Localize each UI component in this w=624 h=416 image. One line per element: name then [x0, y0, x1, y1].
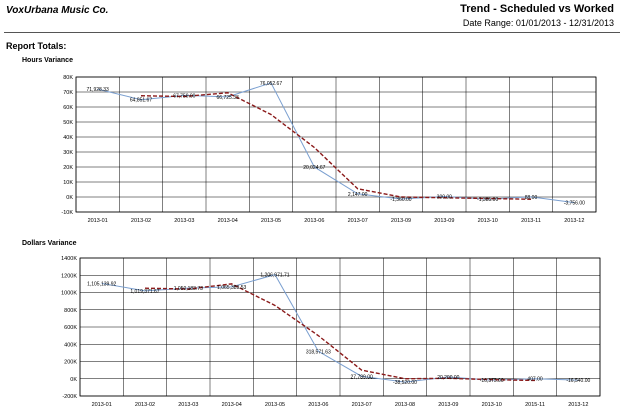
dollars-x-tick-label: 2013-04	[222, 402, 242, 408]
hours-data-label: 71,928.33	[87, 87, 109, 93]
hours-data-label: 2,147.00	[348, 192, 368, 198]
hours-variance-chart: -10K 0K 10K 20K 30K 40K 50K 60K 70K 80K 2013-01 201…	[61, 75, 597, 224]
dollars-x-tick-label: 2015-11	[525, 402, 545, 408]
hours-y-tick-label: 30K	[63, 150, 73, 156]
dollars-x-tick-label: 2013-03	[178, 402, 198, 408]
dollars-y-tick-label: 0K	[70, 377, 77, 383]
hours-trend-line	[140, 92, 532, 200]
hours-data-label: 64,851.67	[130, 98, 152, 104]
hours-data-label: -1,360.00	[390, 197, 411, 203]
dollars-data-label: -16,375.00	[480, 378, 504, 384]
dollars-y-tick-label: 1000K	[61, 291, 77, 297]
hours-y-tick-label: 60K	[63, 105, 73, 111]
dollars-data-label: -38,520.00	[393, 380, 417, 386]
hours-data-label: 66,725.33	[217, 95, 239, 101]
dollars-data-label: 1,105,139.92	[87, 281, 116, 287]
dollars-y-tick-label: 600K	[64, 325, 77, 331]
report-title: Trend - Scheduled vs Worked	[460, 3, 614, 15]
dollars-x-tick-label: 2013-12	[568, 402, 588, 408]
hours-chart-title: Hours Variance	[22, 57, 73, 64]
hours-x-tick-label: 2013-10	[478, 218, 498, 224]
dollars-y-tick-label: 1400K	[61, 256, 77, 262]
company-name: VoxUrbana Music Co.	[6, 5, 109, 16]
hours-x-tick-label: 2013-02	[131, 218, 151, 224]
dollars-y-tick-label: 400K	[64, 342, 77, 348]
hours-data-label: -3,756.00	[564, 201, 585, 207]
dollars-data-label: 407.00	[527, 377, 543, 383]
hours-y-tick-label: 80K	[63, 75, 73, 81]
hours-y-tick-label: 50K	[63, 120, 73, 126]
hours-y-tick-label: -10K	[61, 210, 73, 216]
dollars-x-tick-label: 2013-10	[482, 402, 502, 408]
dollars-x-tick-label: 2013-01	[92, 402, 112, 408]
date-range: Date Range: 01/01/2013 - 12/31/2013	[462, 18, 614, 28]
hours-x-tick-label: 2013-09	[434, 218, 454, 224]
hours-x-tick-label: 2013-07	[348, 218, 368, 224]
dollars-chart-title: Dollars Variance	[22, 240, 77, 247]
dollars-y-tick-label: 1200K	[61, 273, 77, 279]
hours-x-tick-label: 2013-03	[174, 218, 194, 224]
hours-x-tick-label: 2013-05	[261, 218, 281, 224]
hours-y-tick-label: 70K	[63, 90, 73, 96]
dollars-data-label: 1,019,371.67	[130, 289, 159, 295]
hours-x-tick-label: 2013-11	[521, 218, 541, 224]
section-title: Report Totals:	[6, 41, 67, 51]
dollars-data-label: 1,050,183.73	[174, 286, 203, 292]
hours-x-tick-label: 2013-09	[391, 218, 411, 224]
hours-data-label: 67,759.00	[173, 93, 195, 99]
dollars-data-label: 20,200.00	[437, 375, 459, 381]
dollars-data-label: -16,540.00	[566, 378, 590, 384]
dollars-y-tick-label: -200K	[62, 394, 77, 400]
hours-y-tick-label: 20K	[63, 165, 73, 171]
hours-data-label: -1,385.00	[477, 197, 498, 203]
dollars-data-label: 1,065,389.53	[217, 285, 246, 291]
hours-x-tick-label: 2013-04	[218, 218, 238, 224]
hours-x-tick-label: 2013-06	[304, 218, 324, 224]
hours-y-tick-label: 40K	[63, 135, 73, 141]
dollars-x-tick-label: 2013-06	[308, 402, 328, 408]
dollars-x-tick-label: 2013-07	[352, 402, 372, 408]
dollars-y-tick-label: 800K	[64, 308, 77, 314]
hours-data-label: 76,052.67	[260, 81, 282, 87]
header-divider	[4, 32, 620, 33]
dollars-x-tick-label: 2013-08	[395, 402, 415, 408]
dollars-x-tick-label: 2013-02	[135, 402, 155, 408]
dollars-data-label: 1,206,971.71	[260, 273, 289, 279]
hours-x-tick-label: 2013-12	[564, 218, 584, 224]
hours-y-tick-label: 0K	[66, 195, 73, 201]
dollars-x-tick-label: 2013-09	[438, 402, 458, 408]
hours-data-label: 20,024.67	[303, 165, 325, 171]
hours-data-label: 300.00	[437, 195, 453, 201]
dollars-x-tick-label: 2013-05	[265, 402, 285, 408]
hours-data-label: 88.00	[525, 195, 538, 201]
hours-y-tick-label: 10K	[63, 180, 73, 186]
dollars-data-label: 318,571.63	[306, 349, 331, 355]
dollars-data-label: 27,789.00	[351, 374, 373, 380]
hours-x-tick-label: 2013-01	[88, 218, 108, 224]
dollars-y-tick-label: 200K	[64, 360, 77, 366]
